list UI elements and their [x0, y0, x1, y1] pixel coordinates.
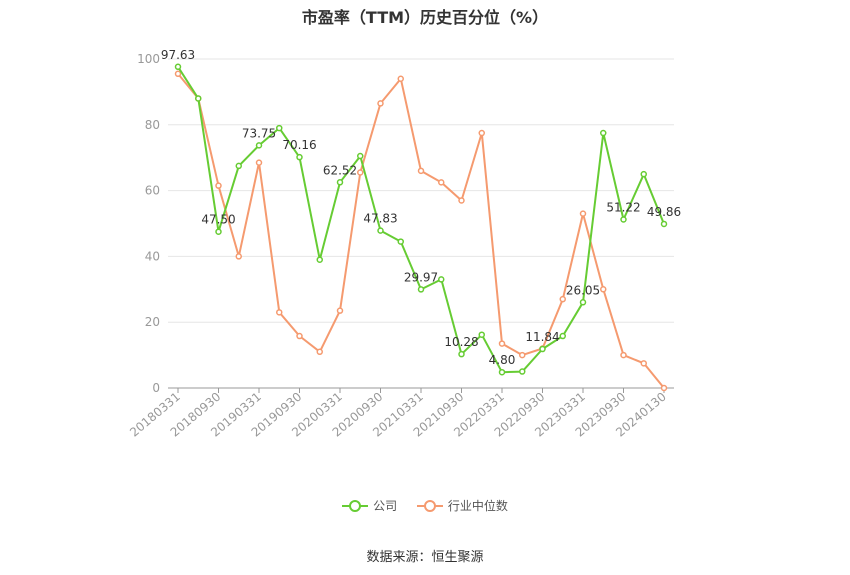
- y-tick-label: 0: [152, 381, 160, 395]
- data-point-company: [579, 299, 587, 306]
- data-point-company: [640, 170, 647, 178]
- data-point-industry-median: [660, 384, 668, 392]
- data-point-industry-median: [478, 129, 485, 137]
- legend-label-industry-median: 行业中位数: [447, 499, 508, 513]
- data-point-company: [417, 286, 425, 293]
- chart-title: 市盈率（TTM）历史百分位（%）: [301, 8, 549, 27]
- data-point-company: [397, 238, 404, 245]
- source-note: 数据来源：恒生聚源: [366, 550, 484, 565]
- grid-lines: [168, 58, 674, 323]
- data-point-industry-median: [235, 253, 242, 260]
- data-point-company: [519, 368, 526, 375]
- data-label: 10.28: [444, 335, 478, 349]
- data-point-industry-median: [519, 351, 526, 359]
- data-point-industry-median: [377, 100, 384, 107]
- data-point-industry-median: [579, 210, 587, 217]
- legend-label-company: 公司: [373, 499, 398, 513]
- data-label: 51.22: [606, 200, 640, 214]
- data-point-company: [174, 63, 182, 71]
- data-point-company: [377, 227, 384, 234]
- data-label: 73.75: [242, 126, 276, 140]
- data-point-industry-median: [559, 295, 566, 303]
- series-lines: [174, 63, 668, 392]
- data-point-company: [478, 331, 485, 338]
- data-point-industry-median: [316, 348, 323, 356]
- y-tick-label: 40: [145, 249, 160, 263]
- data-labels: 97.63 47.50 73.75 70.16 62.52 47.83 29.97 10.28…: [161, 48, 681, 367]
- data-label: 70.16: [282, 138, 316, 152]
- data-point-industry-median: [417, 167, 425, 175]
- y-tick-label: 60: [145, 184, 160, 198]
- data-point-industry-median: [600, 286, 607, 293]
- y-tick-label: 20: [145, 315, 160, 329]
- data-point-industry-median: [397, 75, 404, 82]
- legend: 公司 行业中位数: [0, 497, 850, 515]
- data-point-company: [539, 345, 546, 353]
- data-point-company: [498, 368, 506, 376]
- data-point-industry-median: [438, 179, 445, 186]
- legend-item-company[interactable]: 公司: [342, 497, 397, 514]
- data-point-company: [458, 350, 465, 358]
- data-point-company: [336, 179, 344, 186]
- data-point-company: [660, 220, 668, 228]
- data-point-industry-median: [640, 360, 647, 367]
- data-point-industry-median: [276, 309, 283, 316]
- y-tick-label: 80: [145, 118, 160, 132]
- data-point-company: [438, 276, 445, 283]
- data-label: 49.86: [647, 205, 681, 219]
- data-point-company: [296, 153, 303, 161]
- data-point-industry-median: [215, 182, 222, 189]
- data-point-industry-median: [174, 70, 182, 78]
- series-line-company: [177, 66, 665, 374]
- legend-swatch-industry-median: [416, 499, 443, 512]
- data-point-industry-median: [357, 169, 364, 176]
- data-point-industry-median: [498, 340, 506, 347]
- data-label: 29.97: [404, 270, 438, 284]
- legend-swatch-company: [342, 499, 369, 512]
- y-tick-label: 100: [137, 52, 160, 66]
- data-label: 11.84: [525, 330, 559, 344]
- data-point-company: [255, 142, 263, 149]
- data-point-company: [215, 228, 222, 235]
- data-point-company: [357, 152, 364, 160]
- data-label: 97.63: [161, 48, 195, 62]
- data-point-company: [316, 256, 323, 263]
- data-label: 4.80: [489, 353, 516, 367]
- data-label: 47.83: [363, 212, 397, 226]
- data-point-industry-median: [336, 307, 344, 314]
- data-point-industry-median: [620, 351, 627, 359]
- data-point-company: [276, 124, 283, 132]
- data-point-company: [235, 162, 242, 170]
- data-point-company: [559, 332, 566, 340]
- data-label: 26.05: [566, 283, 600, 297]
- data-point-industry-median: [255, 159, 263, 166]
- data-point-company: [620, 216, 627, 223]
- data-label: 47.50: [201, 213, 235, 227]
- data-point-company: [195, 95, 202, 102]
- data-point-industry-median: [296, 332, 303, 340]
- data-label: 62.52: [323, 163, 357, 177]
- legend-item-industry-median[interactable]: 行业中位数: [416, 497, 508, 514]
- data-point-company: [600, 129, 607, 137]
- data-point-industry-median: [458, 197, 465, 204]
